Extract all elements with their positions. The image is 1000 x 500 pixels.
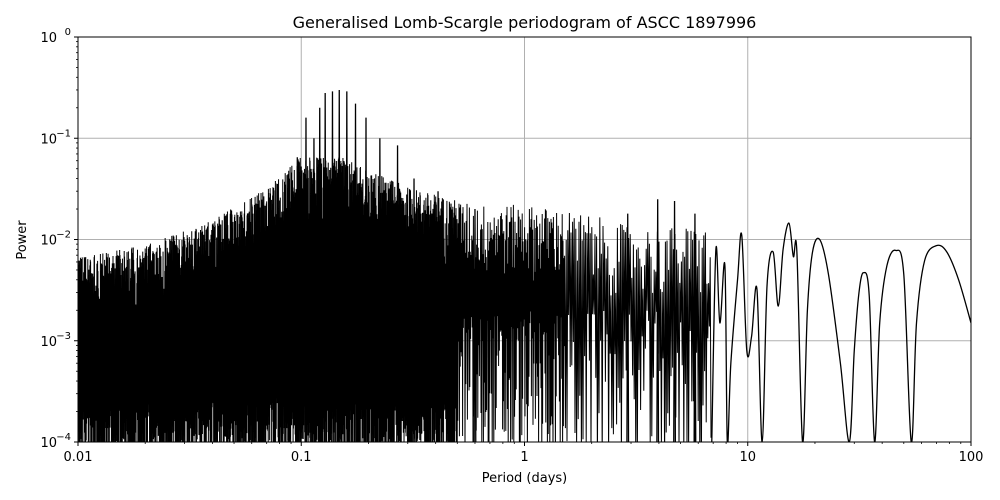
alias-peak-spikes bbox=[279, 89, 697, 442]
y-tick-exponent: −1 bbox=[56, 128, 71, 139]
x-tick-label: 100 bbox=[959, 450, 984, 465]
y-tick-label: 10 bbox=[40, 234, 57, 249]
x-axis-ticks: 0.01 0.1 1 10 100 bbox=[64, 442, 984, 465]
y-axis-label: Power bbox=[15, 220, 30, 260]
y-tick-label: 10 bbox=[40, 335, 57, 350]
smooth-long-period-curve bbox=[711, 222, 971, 442]
y-tick-exponent: −3 bbox=[56, 331, 71, 342]
x-axis-label: Period (days) bbox=[482, 471, 568, 486]
y-tick-exponent: −2 bbox=[56, 230, 71, 241]
x-tick-label: 0.1 bbox=[291, 450, 312, 465]
y-tick-label: 10 bbox=[40, 436, 57, 451]
power-series bbox=[78, 89, 971, 442]
x-tick-label: 0.01 bbox=[64, 450, 93, 465]
y-tick-exponent: −4 bbox=[56, 432, 71, 443]
dense-noise-trace bbox=[78, 157, 712, 442]
x-tick-label: 10 bbox=[739, 450, 756, 465]
x-tick-label: 1 bbox=[520, 450, 528, 465]
y-tick-label: 10 bbox=[40, 31, 57, 46]
y-tick-exponent: 0 bbox=[65, 27, 71, 38]
chart-title: Generalised Lomb-Scargle periodogram of … bbox=[293, 13, 757, 32]
y-tick-label: 10 bbox=[40, 132, 57, 147]
